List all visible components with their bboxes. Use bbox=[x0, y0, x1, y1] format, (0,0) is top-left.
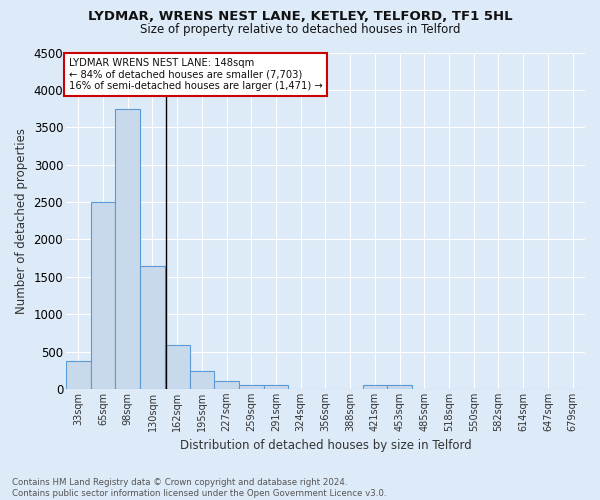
Bar bbox=[214, 382, 239, 389]
X-axis label: Distribution of detached houses by size in Telford: Distribution of detached houses by size … bbox=[179, 440, 472, 452]
Text: LYDMAR WRENS NEST LANE: 148sqm
← 84% of detached houses are smaller (7,703)
16% : LYDMAR WRENS NEST LANE: 148sqm ← 84% of … bbox=[68, 58, 322, 90]
Text: LYDMAR, WRENS NEST LANE, KETLEY, TELFORD, TF1 5HL: LYDMAR, WRENS NEST LANE, KETLEY, TELFORD… bbox=[88, 10, 512, 23]
Bar bbox=[140, 266, 165, 389]
Y-axis label: Number of detached properties: Number of detached properties bbox=[15, 128, 28, 314]
Bar bbox=[66, 361, 91, 389]
Bar bbox=[362, 385, 387, 389]
Bar bbox=[91, 202, 115, 389]
Bar bbox=[165, 345, 190, 389]
Bar bbox=[387, 385, 412, 389]
Text: Contains HM Land Registry data © Crown copyright and database right 2024.
Contai: Contains HM Land Registry data © Crown c… bbox=[12, 478, 386, 498]
Bar bbox=[115, 108, 140, 389]
Bar bbox=[263, 385, 289, 389]
Bar bbox=[190, 372, 214, 389]
Text: Size of property relative to detached houses in Telford: Size of property relative to detached ho… bbox=[140, 22, 460, 36]
Bar bbox=[239, 385, 263, 389]
